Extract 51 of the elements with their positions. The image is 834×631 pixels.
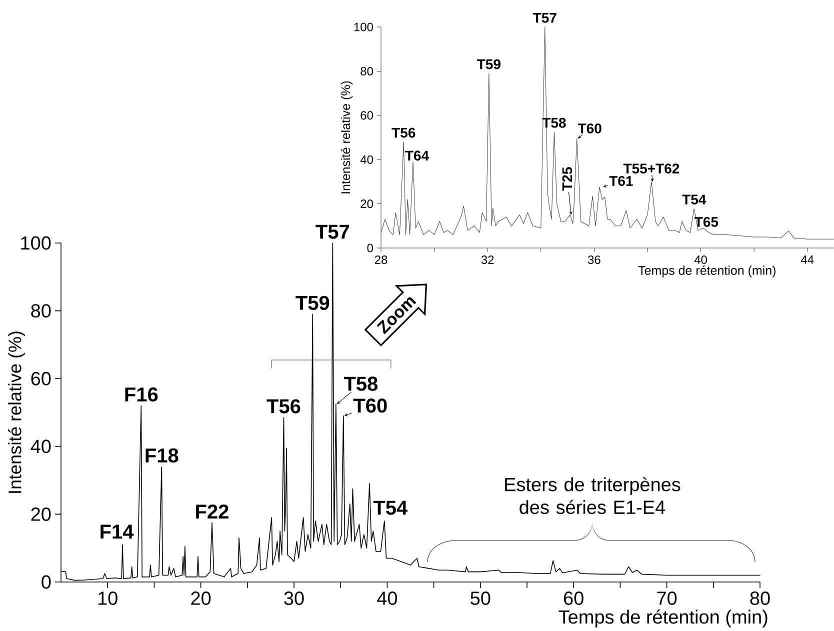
- y-tick-label: 80: [360, 66, 374, 76]
- annotation: T59: [477, 59, 500, 70]
- y-tick-label: 100: [21, 236, 51, 250]
- x-tick-label: 70: [657, 592, 677, 605]
- annotation: T55+T62: [623, 164, 680, 174]
- annotation: F16: [125, 387, 158, 402]
- x-tick-label: 80: [750, 592, 770, 605]
- annotation: T65: [694, 216, 718, 227]
- annotation: T64: [405, 150, 429, 161]
- x-tick-label: 36: [588, 256, 600, 264]
- annotation: F14: [100, 524, 134, 539]
- annotation: T54: [682, 194, 706, 204]
- x-tick-label: 32: [481, 256, 494, 264]
- y-tick-label: 40: [30, 440, 51, 454]
- y-tick-label: 20: [31, 507, 51, 521]
- annotation: T58: [344, 376, 378, 391]
- x-axis-title: Temps de rétention (min): [638, 266, 776, 278]
- y-tick-label: 0: [42, 575, 51, 589]
- x-tick-label: 30: [284, 592, 304, 605]
- y-tick-label: 80: [31, 304, 51, 318]
- x-tick-label: 10: [98, 592, 118, 605]
- annotation: T61: [609, 176, 633, 186]
- annotation: T25: [562, 167, 572, 191]
- y-tick-label: 100: [354, 22, 374, 32]
- annotation: T56: [392, 128, 416, 138]
- annotation: T58: [542, 118, 566, 128]
- annotation: F18: [146, 448, 178, 463]
- x-tick-label: 44: [800, 256, 814, 264]
- annotation: T60: [353, 398, 387, 413]
- x-tick-label: 40: [377, 592, 398, 605]
- y-tick-label: 40: [360, 155, 374, 164]
- annotation: Esters de triterpènes des séries E1-E4: [505, 477, 680, 514]
- annotation: T56: [266, 399, 300, 414]
- y-tick-label: 60: [31, 372, 51, 386]
- y-tick-label: 0: [367, 244, 374, 252]
- x-axis-title: Temps de rétention (min): [558, 610, 768, 628]
- x-tick-label: 28: [374, 256, 388, 264]
- annotation: F22: [196, 504, 228, 518]
- x-tick-label: 60: [564, 592, 584, 605]
- annotation: T57: [316, 224, 350, 239]
- y-tick-label: 60: [360, 111, 374, 120]
- annotation: T60: [578, 123, 602, 134]
- y-axis-title: Intensité relative (%): [340, 81, 353, 194]
- y-tick-label: 20: [360, 200, 374, 208]
- annotation: T57: [532, 13, 556, 23]
- annotation: T54: [373, 500, 408, 515]
- x-tick-label: 50: [470, 592, 490, 605]
- y-axis-title: Intensité relative (%): [8, 332, 25, 493]
- x-tick-label: 40: [694, 256, 707, 264]
- annotation: T59: [296, 296, 330, 310]
- x-tick-label: 20: [191, 592, 211, 605]
